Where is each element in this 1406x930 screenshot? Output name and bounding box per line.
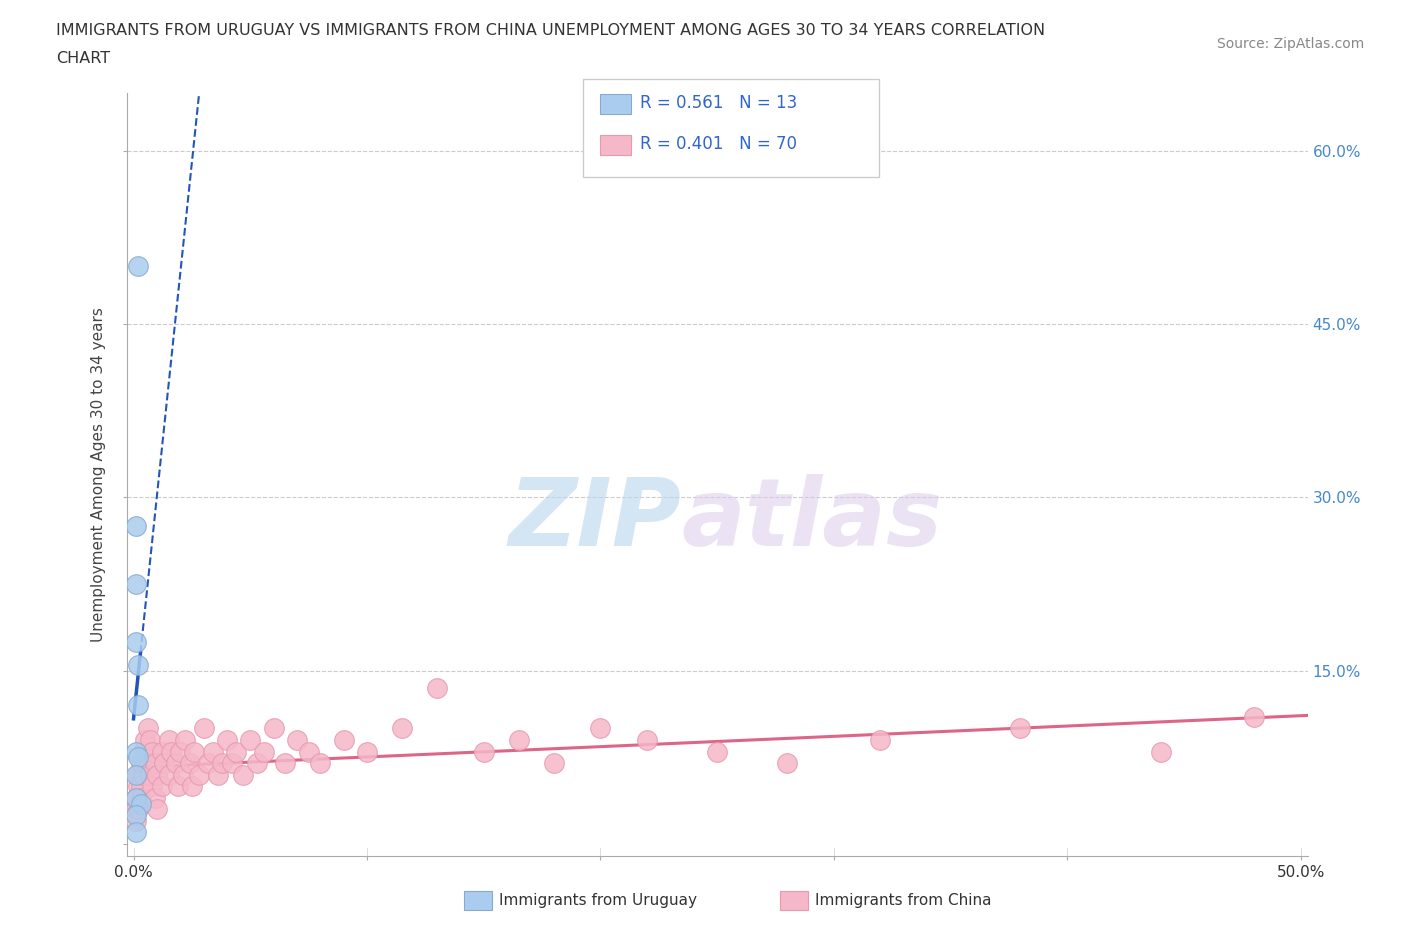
Point	[180, 778, 202, 793]
Point	[127, 259, 149, 273]
Point	[157, 733, 180, 748]
Text: Immigrants from China: Immigrants from China	[815, 893, 993, 908]
Point	[132, 744, 155, 759]
Point	[179, 756, 201, 771]
Point	[225, 744, 247, 759]
Point	[125, 802, 148, 817]
Point	[263, 721, 285, 736]
Point	[143, 756, 166, 771]
Text: R = 0.401   N = 70: R = 0.401 N = 70	[640, 135, 797, 153]
Point	[221, 756, 243, 771]
Point	[139, 733, 162, 748]
Point	[165, 756, 187, 771]
Point	[127, 778, 149, 793]
Point	[125, 634, 148, 649]
Point	[172, 767, 194, 782]
Point	[129, 778, 152, 793]
Point	[127, 698, 149, 712]
Point	[253, 744, 276, 759]
Point	[174, 733, 197, 748]
Point	[127, 750, 149, 764]
Point	[132, 767, 155, 782]
Point	[125, 577, 148, 591]
Point	[136, 756, 159, 771]
Y-axis label: Unemployment Among Ages 30 to 34 years: Unemployment Among Ages 30 to 34 years	[91, 307, 107, 642]
Point	[157, 767, 180, 782]
Point	[169, 744, 191, 759]
Point	[143, 790, 166, 805]
Point	[136, 721, 159, 736]
Text: IMMIGRANTS FROM URUGUAY VS IMMIGRANTS FROM CHINA UNEMPLOYMENT AMONG AGES 30 TO 3: IMMIGRANTS FROM URUGUAY VS IMMIGRANTS FR…	[56, 23, 1046, 38]
Point	[125, 790, 148, 805]
Point	[125, 744, 148, 759]
Point	[134, 733, 156, 748]
Point	[183, 744, 205, 759]
Point	[426, 681, 449, 696]
Point	[139, 767, 162, 782]
Point	[232, 767, 254, 782]
Point	[129, 790, 152, 805]
Point	[197, 756, 219, 771]
Point	[141, 744, 163, 759]
Point	[543, 756, 565, 771]
Point	[706, 744, 728, 759]
Point	[201, 744, 224, 759]
Point	[127, 802, 149, 817]
Point	[309, 756, 332, 771]
Text: atlas: atlas	[682, 474, 943, 566]
Point	[472, 744, 495, 759]
Point	[1010, 721, 1032, 736]
Point	[776, 756, 799, 771]
Point	[274, 756, 297, 771]
Point	[187, 767, 209, 782]
Text: CHART: CHART	[56, 51, 110, 66]
Point	[589, 721, 612, 736]
Text: Source: ZipAtlas.com: Source: ZipAtlas.com	[1216, 37, 1364, 51]
Point	[167, 778, 190, 793]
Point	[207, 767, 229, 782]
Point	[150, 778, 173, 793]
Text: ZIP: ZIP	[509, 474, 682, 566]
Point	[125, 825, 148, 840]
Point	[869, 733, 891, 748]
Point	[285, 733, 308, 748]
Point	[146, 802, 169, 817]
Point	[146, 767, 169, 782]
Point	[1243, 710, 1265, 724]
Point	[636, 733, 658, 748]
Point	[134, 756, 156, 771]
Point	[125, 790, 148, 805]
Point	[160, 744, 183, 759]
Point	[356, 744, 378, 759]
Point	[125, 767, 148, 782]
Point	[193, 721, 215, 736]
Point	[211, 756, 233, 771]
Text: R = 0.561   N = 13: R = 0.561 N = 13	[640, 94, 797, 113]
Point	[332, 733, 354, 748]
Point	[129, 756, 152, 771]
Point	[215, 733, 238, 748]
Point	[239, 733, 262, 748]
Point	[297, 744, 319, 759]
Text: Immigrants from Uruguay: Immigrants from Uruguay	[499, 893, 697, 908]
Point	[125, 814, 148, 829]
Point	[150, 744, 173, 759]
Point	[129, 796, 152, 811]
Point	[125, 519, 148, 534]
Point	[127, 658, 149, 672]
Point	[125, 808, 148, 823]
Point	[508, 733, 530, 748]
Point	[391, 721, 413, 736]
Point	[246, 756, 269, 771]
Point	[141, 778, 163, 793]
Point	[1149, 744, 1171, 759]
Point	[127, 767, 149, 782]
Point	[153, 756, 176, 771]
